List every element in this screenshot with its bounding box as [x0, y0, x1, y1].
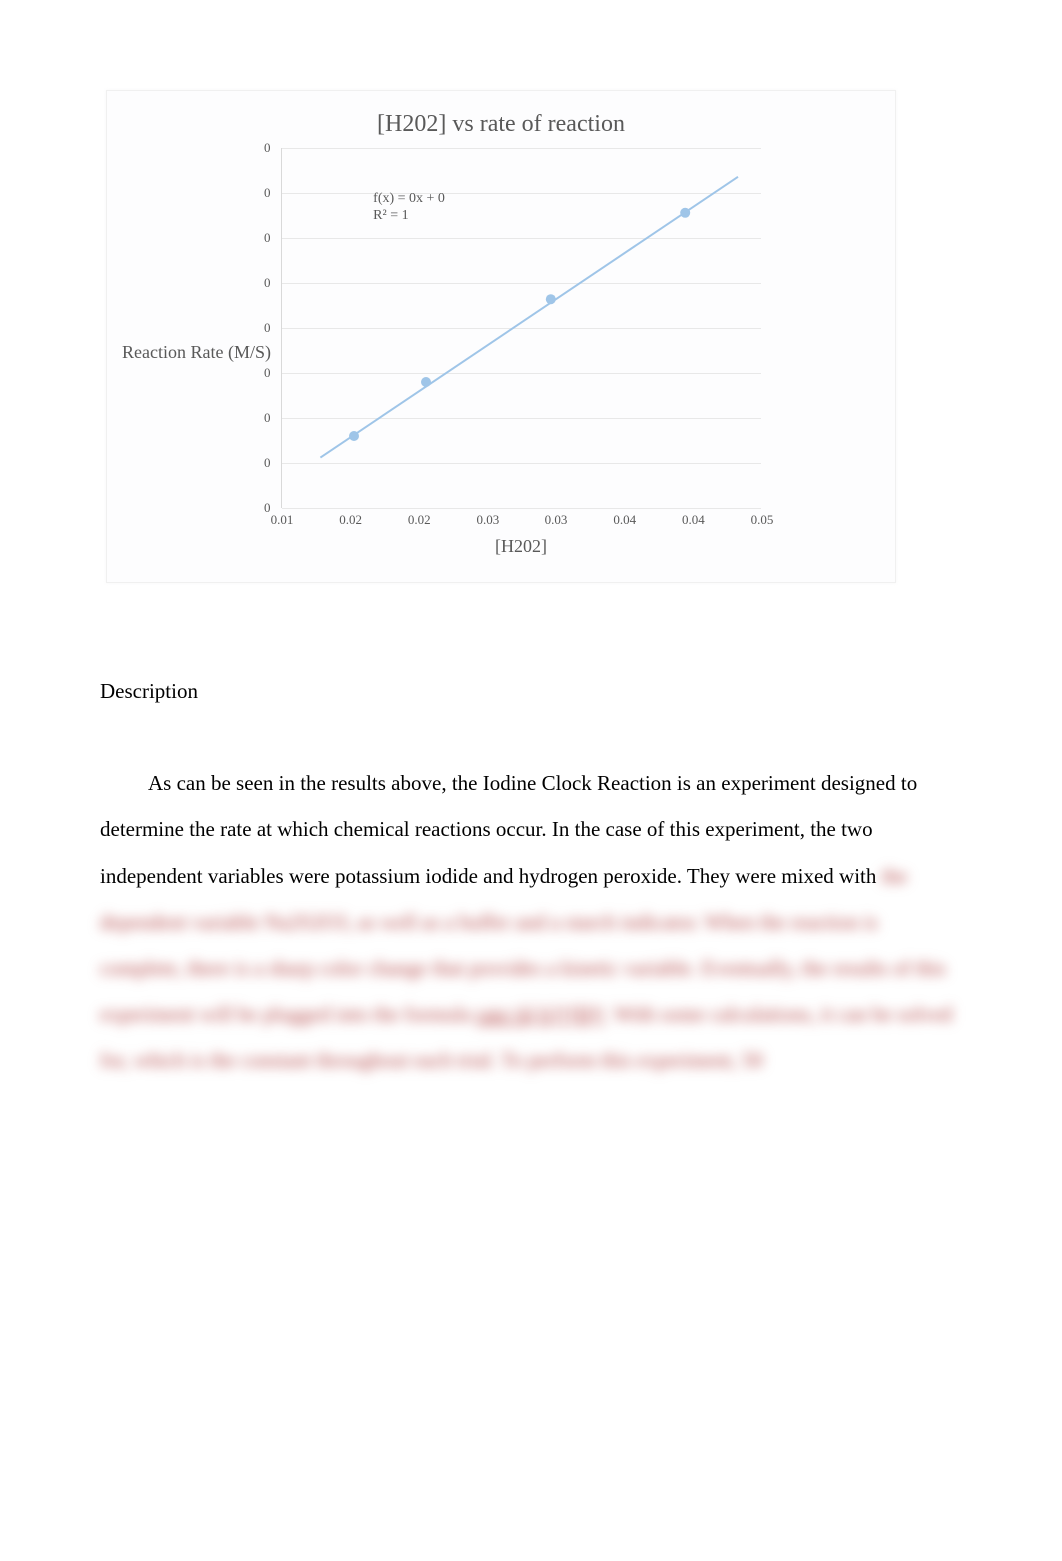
y-tick-label: 0: [264, 410, 271, 426]
y-tick-label: 0: [264, 230, 271, 246]
y-tick-label: 0: [264, 185, 271, 201]
y-tick-label: 0: [264, 275, 271, 291]
blurred-text: the dependent variable Na2S2O3, as well …: [100, 864, 952, 1073]
annotation-fx: f(x) = 0x + 0: [373, 191, 445, 208]
x-tick-label: 0.02: [408, 512, 431, 528]
description-clear-text: As can be seen in the results above, the…: [100, 771, 917, 887]
chart-container: [H202] vs rate of reaction Reaction Rate…: [106, 90, 896, 583]
description-paragraph: As can be seen in the results above, the…: [100, 760, 962, 1083]
y-tick-label: 0: [264, 500, 271, 516]
x-tick-label: 0.03: [477, 512, 500, 528]
x-tick-label: 0.04: [613, 512, 636, 528]
x-tick-label: 0.01: [271, 512, 294, 528]
chart-plot: 0000000000.010.020.020.030.030.040.040.0…: [281, 148, 761, 508]
x-tick-label: 0.02: [339, 512, 362, 528]
x-tick-label: 0.05: [751, 512, 774, 528]
x-tick-label: 0.04: [682, 512, 705, 528]
chart-title: [H202] vs rate of reaction: [122, 111, 880, 138]
chart-data-point: [680, 208, 690, 218]
annotation-r2: R² = 1: [373, 208, 445, 225]
chart-gridline: [282, 508, 761, 509]
y-tick-label: 0: [264, 365, 271, 381]
x-tick-label: 0.03: [545, 512, 568, 528]
chart-svg: [282, 148, 762, 508]
description-heading: Description: [100, 668, 962, 714]
description-section: Description As can be seen in the result…: [100, 668, 962, 1084]
y-tick-label: 0: [264, 320, 271, 336]
y-tick-label: 0: [264, 455, 271, 471]
y-tick-label: 0: [264, 140, 271, 156]
chart-data-point: [421, 377, 431, 387]
chart-data-point: [546, 294, 556, 304]
chart-data-point: [349, 431, 359, 441]
x-axis-label: [H202]: [281, 536, 761, 557]
chart-annotation: f(x) = 0x + 0R² = 1: [373, 191, 445, 225]
y-axis-label: Reaction Rate (M/S): [122, 342, 271, 363]
